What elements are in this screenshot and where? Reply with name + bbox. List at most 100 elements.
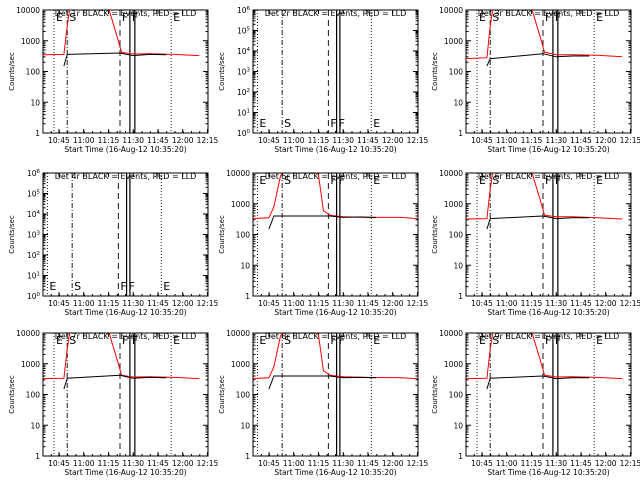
x-tick-label: 11:00 xyxy=(283,299,305,308)
y-tick-label: 106 xyxy=(27,169,41,178)
x-tick-label: 11:45 xyxy=(357,136,379,145)
lld-series-line xyxy=(466,333,623,380)
x-axis-label: Start Time (16-Aug-12 10:35:20) xyxy=(64,308,186,317)
y-tick-label: 104 xyxy=(27,210,41,219)
time-marker-label: E xyxy=(259,334,266,347)
y-tick-exponent: 0 xyxy=(247,129,251,135)
time-marker-label: F xyxy=(330,117,336,130)
time-marker-label: E xyxy=(479,334,486,347)
time-marker-label: F xyxy=(129,280,135,293)
y-tick-label: 10 xyxy=(30,421,40,430)
x-tick-label: 11:30 xyxy=(122,299,144,308)
series-group xyxy=(43,333,200,390)
x-tick-label: 10:45 xyxy=(258,136,280,145)
y-tick-label: 102 xyxy=(237,88,250,97)
x-tick-label: 11:00 xyxy=(496,459,518,468)
x-axis-label: Start Time (16-Aug-12 10:35:20) xyxy=(274,308,396,317)
time-marker-label: F xyxy=(545,334,551,347)
plot-frame xyxy=(252,172,419,297)
y-tick-exponent: 6 xyxy=(247,6,251,12)
series-group xyxy=(253,333,418,390)
panel-det-1: 1 10 100 1000 10000 10:45 11:00 11:15 11:30 11:45… xyxy=(8,6,218,154)
y-tick-label: 1 xyxy=(245,292,250,301)
time-marker-label: E xyxy=(596,334,603,347)
lld-series-line xyxy=(466,173,623,220)
time-marker-label: F xyxy=(330,334,336,347)
y-tick-exponent: 5 xyxy=(37,190,41,196)
y-tick-exponent: 4 xyxy=(247,47,251,53)
plot-frame xyxy=(42,332,209,457)
time-marker-label: F xyxy=(122,11,128,24)
x-axis-label: Start Time (16-Aug-12 10:35:20) xyxy=(64,145,186,154)
x-tick-label: 12:15 xyxy=(620,299,640,308)
events-series-line xyxy=(63,374,167,390)
time-marker-label: E xyxy=(259,117,266,130)
x-tick-label: 10:45 xyxy=(258,299,280,308)
y-tick-exponent: 1 xyxy=(247,109,251,115)
x-tick-label: 11:30 xyxy=(332,299,354,308)
y-tick-exponent: 0 xyxy=(37,292,41,298)
y-axis-label: Counts/sec xyxy=(218,52,226,91)
x-tick-label: 11:30 xyxy=(545,136,567,145)
panel-det-8: 1 10 100 1000 10000 10:45 11:00 11:15 11:30 11:45… xyxy=(218,329,429,477)
time-marker-label: F xyxy=(132,334,138,347)
x-tick-label: 10:45 xyxy=(258,459,280,468)
x-axis-label: Start Time (16-Aug-12 10:35:20) xyxy=(64,468,186,477)
time-marker-label: E xyxy=(259,174,266,187)
time-marker-label: S xyxy=(74,280,81,293)
time-marker-label: E xyxy=(479,11,486,24)
y-tick-label: 100 xyxy=(449,391,464,400)
x-axis-label: Start Time (16-Aug-12 10:35:20) xyxy=(274,145,396,154)
y-axis-label: Counts/sec xyxy=(218,215,226,254)
x-tick-label: 12:15 xyxy=(407,459,429,468)
x-tick-label: 11:15 xyxy=(521,299,543,308)
time-marker-label: F xyxy=(545,174,551,187)
y-tick-label: 1000 xyxy=(444,37,463,46)
panel-title: Det 6r BLACK = Events, RED = LLD xyxy=(478,172,620,181)
y-tick-exponent: 6 xyxy=(37,169,41,175)
time-marker-label: E xyxy=(163,280,170,293)
y-tick-label: 10 xyxy=(240,421,250,430)
time-marker-label: F xyxy=(545,11,551,24)
x-tick-label: 11:00 xyxy=(73,459,95,468)
x-tick-label: 11:30 xyxy=(332,136,354,145)
y-tick-label: 10000 xyxy=(226,169,250,178)
y-tick-exponent: 3 xyxy=(37,231,41,237)
x-axis-label: Start Time (16-Aug-12 10:35:20) xyxy=(487,308,609,317)
y-tick-label: 1000 xyxy=(231,360,250,369)
time-marker-label: F xyxy=(339,174,345,187)
events-series-line xyxy=(63,52,167,67)
panel-title: Det 8r BLACK = Events, RED = LLD xyxy=(265,332,407,341)
y-tick-label: 100 xyxy=(449,231,464,240)
y-tick-label: 10 xyxy=(453,98,463,107)
x-tick-label: 11:45 xyxy=(570,459,592,468)
x-tick-label: 11:15 xyxy=(98,459,120,468)
events-series-line xyxy=(268,375,377,390)
time-marker-label: E xyxy=(56,334,63,347)
y-tick-label: 105 xyxy=(237,27,251,36)
time-marker-label: E xyxy=(173,11,180,24)
events-series-line xyxy=(268,215,377,230)
time-marker-label: S xyxy=(69,334,76,347)
x-tick-label: 11:15 xyxy=(98,299,120,308)
y-tick-label: 105 xyxy=(27,190,41,199)
plot-frame xyxy=(465,332,632,457)
y-tick-label: 104 xyxy=(237,47,251,56)
x-tick-label: 12:15 xyxy=(620,136,640,145)
y-axis-label: Counts/sec xyxy=(431,52,439,91)
time-marker-label: E xyxy=(373,334,380,347)
x-tick-label: 11:45 xyxy=(357,459,379,468)
time-marker-label: S xyxy=(492,174,499,187)
x-tick-label: 12:00 xyxy=(595,136,617,145)
x-tick-label: 11:45 xyxy=(570,136,592,145)
x-tick-label: 12:15 xyxy=(407,136,429,145)
series-group xyxy=(253,173,418,230)
x-tick-label: 11:30 xyxy=(122,136,144,145)
y-tick-label: 1 xyxy=(35,129,40,138)
y-tick-label: 10 xyxy=(453,261,463,270)
panel-title: Det 5r BLACK = Events, RED = LLD xyxy=(265,172,407,181)
time-marker-label: E xyxy=(479,174,486,187)
x-tick-label: 12:00 xyxy=(382,136,404,145)
